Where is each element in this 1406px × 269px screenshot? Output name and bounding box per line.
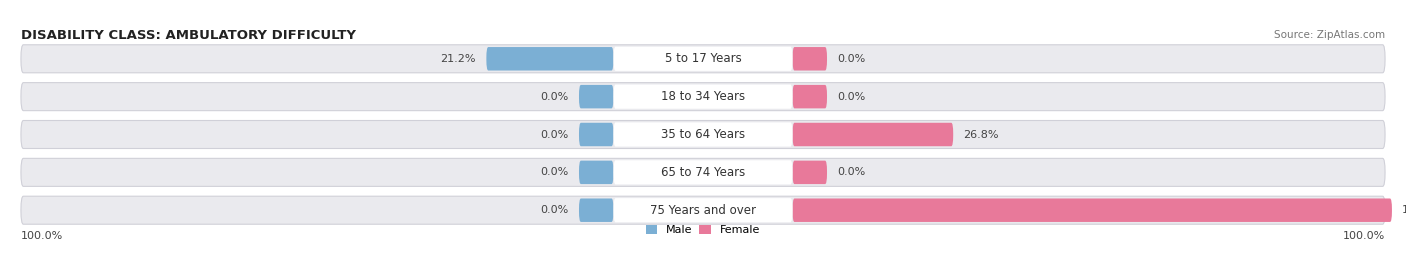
FancyBboxPatch shape	[21, 83, 1385, 111]
Text: 21.2%: 21.2%	[440, 54, 477, 64]
Text: 26.8%: 26.8%	[963, 129, 1000, 140]
Text: 65 to 74 Years: 65 to 74 Years	[661, 166, 745, 179]
FancyBboxPatch shape	[613, 122, 793, 147]
FancyBboxPatch shape	[21, 121, 1385, 148]
FancyBboxPatch shape	[613, 47, 793, 71]
Text: 18 to 34 Years: 18 to 34 Years	[661, 90, 745, 103]
FancyBboxPatch shape	[613, 84, 793, 109]
FancyBboxPatch shape	[579, 161, 613, 184]
Text: 100.0%: 100.0%	[1402, 205, 1406, 215]
FancyBboxPatch shape	[793, 199, 1392, 222]
Text: DISABILITY CLASS: AMBULATORY DIFFICULTY: DISABILITY CLASS: AMBULATORY DIFFICULTY	[21, 29, 356, 42]
Text: 100.0%: 100.0%	[1343, 231, 1385, 241]
FancyBboxPatch shape	[793, 85, 827, 108]
FancyBboxPatch shape	[21, 158, 1385, 186]
Text: Source: ZipAtlas.com: Source: ZipAtlas.com	[1274, 30, 1385, 40]
FancyBboxPatch shape	[613, 160, 793, 185]
Text: 35 to 64 Years: 35 to 64 Years	[661, 128, 745, 141]
FancyBboxPatch shape	[793, 161, 827, 184]
Text: 100.0%: 100.0%	[21, 231, 63, 241]
FancyBboxPatch shape	[579, 85, 613, 108]
Text: 75 Years and over: 75 Years and over	[650, 204, 756, 217]
FancyBboxPatch shape	[579, 199, 613, 222]
Text: 0.0%: 0.0%	[838, 54, 866, 64]
FancyBboxPatch shape	[613, 198, 793, 222]
Text: 0.0%: 0.0%	[540, 205, 568, 215]
Text: 0.0%: 0.0%	[838, 167, 866, 177]
FancyBboxPatch shape	[579, 123, 613, 146]
FancyBboxPatch shape	[793, 47, 827, 70]
FancyBboxPatch shape	[793, 123, 953, 146]
FancyBboxPatch shape	[21, 45, 1385, 73]
FancyBboxPatch shape	[486, 47, 613, 70]
FancyBboxPatch shape	[21, 196, 1385, 224]
Legend: Male, Female: Male, Female	[647, 225, 759, 235]
Text: 0.0%: 0.0%	[540, 129, 568, 140]
Text: 0.0%: 0.0%	[540, 167, 568, 177]
Text: 5 to 17 Years: 5 to 17 Years	[665, 52, 741, 65]
Text: 0.0%: 0.0%	[540, 92, 568, 102]
Text: 0.0%: 0.0%	[838, 92, 866, 102]
